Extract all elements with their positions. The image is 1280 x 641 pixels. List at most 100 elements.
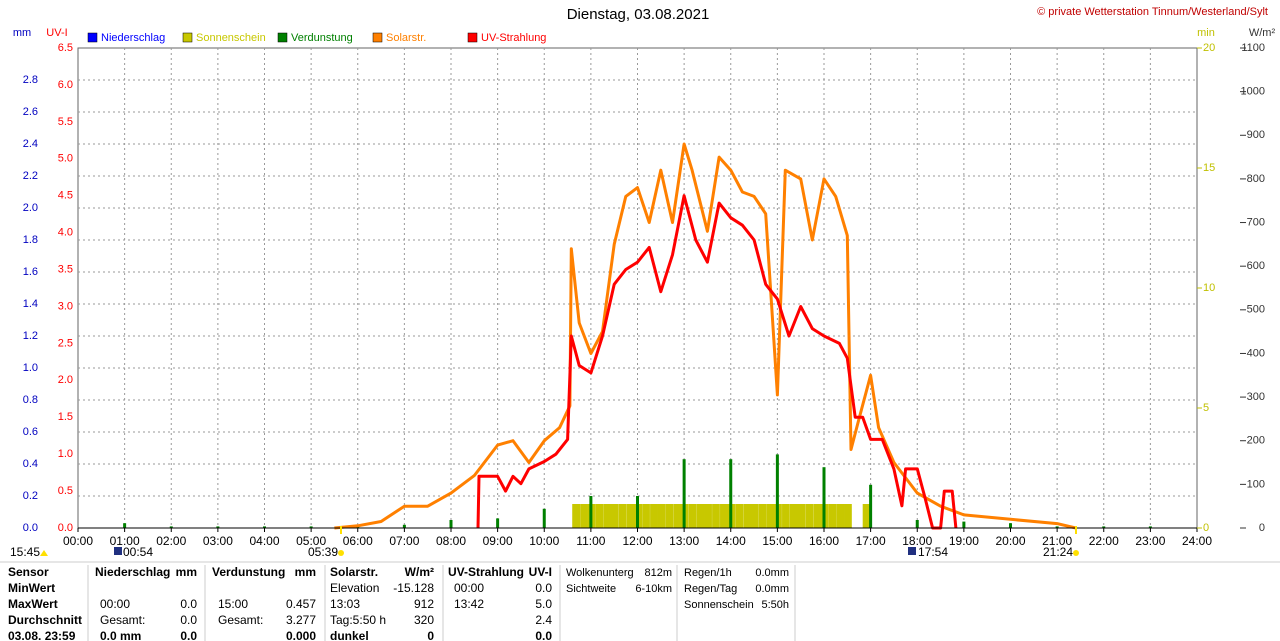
info-label: Sichtweite [566,583,616,595]
sunshine-bar [580,504,588,528]
sunshine-bar [696,504,705,528]
moonset: 00:54 [123,545,153,559]
sun-icon [40,550,48,556]
info-value: 5:50h [761,599,789,611]
row-label: MinWert [8,581,55,595]
y-tick-label: 0 [1259,522,1265,534]
x-tick-label: 14:00 [716,534,746,548]
chart-title: Dienstag, 03.08.2021 [567,6,710,23]
stat-value: 0.0 [535,581,552,595]
block-unit: W/m² [405,565,434,579]
stat-value: 0.0 [180,629,197,641]
x-tick-label: 15:00 [762,534,792,548]
y-tick-label: 3.0 [58,300,73,312]
sunshine-bar [844,504,852,528]
evaporation-spike [682,459,686,528]
evaporation-spike [1148,526,1152,528]
x-tick-label: 24:00 [1182,534,1212,548]
stat-label: 13:42 [454,597,484,611]
y-tick-label: 1.2 [23,330,38,342]
y-tick-label: 0.0 [23,522,38,534]
y-tick-label: 2.8 [23,74,38,86]
sunshine-bar [673,504,682,528]
sun-icon [338,550,344,556]
y-tick-label: 300 [1247,391,1265,403]
y-tick-label: 1.0 [23,362,38,374]
evaporation-spike [822,467,826,528]
evaporation-spike [542,508,546,528]
stat-value: 912 [414,597,434,611]
credit: © private Wetterstation Tinnum/Westerlan… [1037,6,1268,18]
y-tick-label: 4.5 [58,190,73,202]
block-title: Niederschlag [95,565,170,579]
sunshine-bar [720,504,728,528]
stat-label: Gesamt: [218,613,263,627]
y-tick-label: 0.2 [23,490,38,502]
y-tick-label: 5 [1203,402,1209,414]
row-label: 03.08. 23:59 [8,629,76,641]
evaporation-spike [216,526,220,528]
sunshine-bar [712,504,720,528]
y-tick-label: 0.8 [23,394,38,406]
x-tick-label: 10:00 [529,534,559,548]
evaporation-spike [869,484,873,528]
info-label: Regen/1h [684,567,732,579]
info-label: Regen/Tag [684,583,737,595]
evaporation-spike [1055,526,1059,528]
y-tick-label: 1.0 [58,448,73,460]
legend-label: Niederschlag [101,32,165,44]
block-unit: mm [295,565,316,579]
evaporation-spike [775,454,779,528]
info-value: 6-10km [635,583,672,595]
stat-value: 0.000 [286,629,316,641]
legend-label: Verdunstung [291,32,353,44]
footer: Sensor MinWert MaxWert Durchschnitt 03.08. 2… [8,565,796,641]
sunshine-bar [836,504,845,528]
sunshine-bar [750,504,759,528]
row-label: MaxWert [8,597,58,611]
sunshine-bar [782,504,790,528]
sunshine-bar [766,504,775,528]
stat-label: Elevation [330,581,379,595]
x-tick-label: 03:00 [203,534,233,548]
legend-swatch [372,32,383,43]
evaporation-spike [263,526,266,528]
y-tick-label: 5.5 [58,116,73,128]
info-label: Sonnenschein [684,599,754,611]
stat-value: 0.0 [180,613,197,627]
info-value: 0.0mm [755,583,789,595]
y-tick-label: 2.4 [23,138,38,150]
x-tick-label: 22:00 [1089,534,1119,548]
sunshine-bar [758,504,767,528]
x-tick-label: 06:00 [343,534,373,548]
block-unit: mm [176,565,197,579]
sunshine-bar [610,504,619,528]
sunshine-bar [862,504,871,528]
y-tick-label: 900 [1247,129,1265,141]
stat-label: dunkel [330,629,369,641]
y-tick-label: 6.5 [58,42,73,54]
axis-label: min [1197,27,1215,39]
y-tick-label: 4.0 [58,227,73,239]
y-tick-label: 2.6 [23,106,38,118]
evaporation-spike [309,526,313,528]
evaporation-spike [962,521,966,528]
y-tick-label: 3.5 [58,263,73,275]
stat-label: 15:00 [218,597,248,611]
x-tick-label: 04:00 [249,534,279,548]
info-value: 812m [644,567,672,579]
y-tick-label: 1.4 [23,298,38,310]
y-tick-label: 1.6 [23,266,38,278]
sunshine-bar [688,504,697,528]
line [476,194,958,530]
evaporation-spike [496,518,500,528]
sunshine-bar [797,504,806,528]
y-tick-label: 600 [1247,260,1265,272]
y-tick-label: 15 [1203,162,1215,174]
y-tick-label: 1100 [1241,42,1265,54]
evaporation-spike [915,520,919,528]
sunrise: 05:39 [308,545,338,559]
info-value: 0.0mm [755,567,789,579]
evaporation-spike [123,523,127,528]
stat-label: 0.0 mm [100,629,141,641]
